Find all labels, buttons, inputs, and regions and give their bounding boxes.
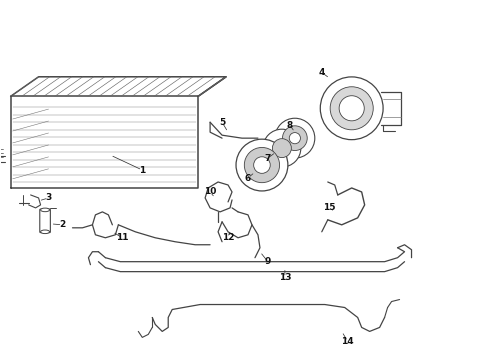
- Text: 13: 13: [279, 273, 291, 282]
- Text: 1: 1: [139, 166, 146, 175]
- Text: 4: 4: [318, 68, 325, 77]
- Text: 9: 9: [265, 257, 271, 266]
- Text: 10: 10: [204, 188, 216, 197]
- Circle shape: [330, 87, 373, 130]
- Text: 14: 14: [342, 337, 354, 346]
- Circle shape: [320, 77, 383, 140]
- Circle shape: [275, 118, 315, 158]
- Text: 2: 2: [59, 220, 66, 229]
- Text: 12: 12: [222, 233, 234, 242]
- Circle shape: [245, 148, 280, 183]
- Circle shape: [272, 139, 292, 158]
- Circle shape: [283, 126, 307, 150]
- Text: 8: 8: [287, 121, 293, 130]
- Text: 11: 11: [116, 233, 128, 242]
- Circle shape: [339, 96, 364, 121]
- Text: 15: 15: [323, 203, 336, 212]
- Circle shape: [289, 132, 300, 144]
- Circle shape: [254, 157, 270, 174]
- Circle shape: [236, 139, 288, 191]
- Circle shape: [263, 129, 301, 167]
- Text: 6: 6: [245, 174, 251, 183]
- Text: 3: 3: [46, 193, 51, 202]
- Text: 5: 5: [219, 118, 225, 127]
- Ellipse shape: [41, 208, 49, 212]
- Ellipse shape: [41, 230, 49, 234]
- Text: 7: 7: [265, 154, 271, 163]
- FancyBboxPatch shape: [40, 209, 50, 233]
